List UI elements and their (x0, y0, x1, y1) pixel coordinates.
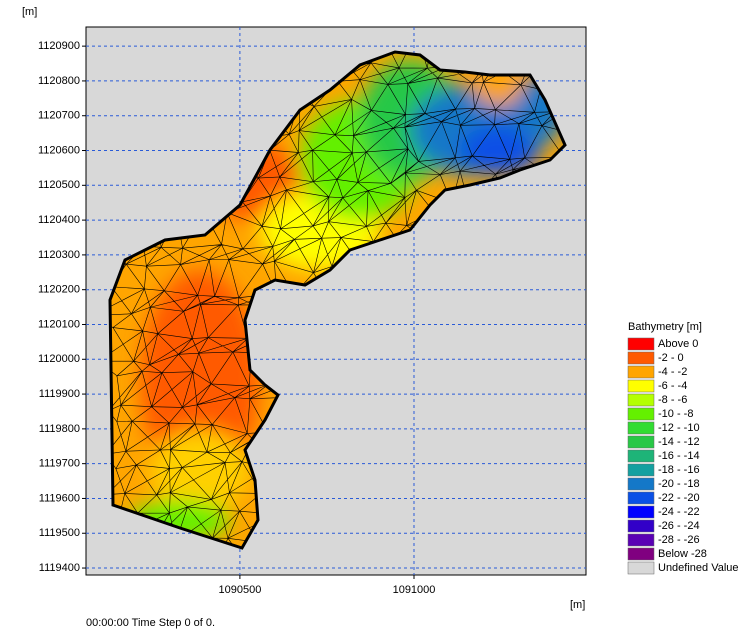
y-tick-label: 1120500 (38, 179, 80, 191)
y-tick-label: 1120900 (38, 40, 80, 52)
legend-swatch (627, 351, 655, 365)
legend-label: Undefined Value (658, 562, 739, 574)
legend-label: -22 - -20 (658, 492, 700, 504)
legend-swatch (627, 407, 655, 421)
legend-label: -20 - -18 (658, 478, 700, 490)
legend-label: -24 - -22 (658, 506, 700, 518)
legend-swatch (627, 491, 655, 505)
x-tick-label: 1090500 (218, 584, 261, 596)
legend-swatch (627, 421, 655, 435)
legend-label: -28 - -26 (658, 534, 700, 546)
y-tick-label: 1120300 (38, 249, 80, 261)
legend-swatch (627, 505, 655, 519)
legend-swatch (627, 533, 655, 547)
legend-label: Above 0 (658, 338, 698, 350)
legend-swatch (627, 519, 655, 533)
y-tick-label: 1120800 (38, 75, 80, 87)
y-tick-label: 1119500 (39, 527, 80, 539)
legend-swatch (627, 547, 655, 561)
legend-swatch (627, 365, 655, 379)
legend-label: -2 - 0 (658, 352, 684, 364)
y-tick-label: 1120200 (38, 284, 80, 296)
y-tick-label: 1119700 (39, 458, 80, 470)
legend-label: -8 - -6 (658, 394, 687, 406)
legend-label: -10 - -8 (658, 408, 693, 420)
legend-swatch (627, 435, 655, 449)
x-tick-label: 1091000 (393, 584, 436, 596)
legend-label: Below -28 (658, 548, 707, 560)
x-unit: [m] (570, 599, 585, 611)
y-tick-label: 1119800 (39, 423, 80, 435)
legend-swatch (627, 379, 655, 393)
legend-label: -16 - -14 (658, 450, 700, 462)
legend-label: -12 - -10 (658, 422, 700, 434)
y-tick-label: 1120700 (38, 110, 80, 122)
legend-label: -14 - -12 (658, 436, 700, 448)
legend-swatch (627, 393, 655, 407)
legend-label: -4 - -2 (658, 366, 687, 378)
legend-label: -26 - -24 (658, 520, 700, 532)
legend-swatch (627, 463, 655, 477)
y-tick-label: 1120000 (38, 353, 80, 365)
legend-swatch (627, 449, 655, 463)
legend-swatch (627, 337, 655, 351)
legend-swatch (627, 477, 655, 491)
legend-title: Bathymetry [m] (628, 321, 702, 333)
y-tick-label: 1120100 (38, 318, 80, 330)
y-tick-label: 1119400 (39, 562, 80, 574)
legend-swatch (627, 561, 655, 575)
y-tick-label: 1119600 (39, 492, 80, 504)
y-tick-label: 1120400 (38, 214, 80, 226)
legend-label: -18 - -16 (658, 464, 700, 476)
y-tick-label: 1120600 (38, 144, 80, 156)
legend-label: -6 - -4 (658, 380, 687, 392)
status-footer: 00:00:00 Time Step 0 of 0. (86, 617, 215, 629)
y-unit: [m] (22, 6, 37, 18)
y-tick-label: 1119900 (39, 388, 80, 400)
